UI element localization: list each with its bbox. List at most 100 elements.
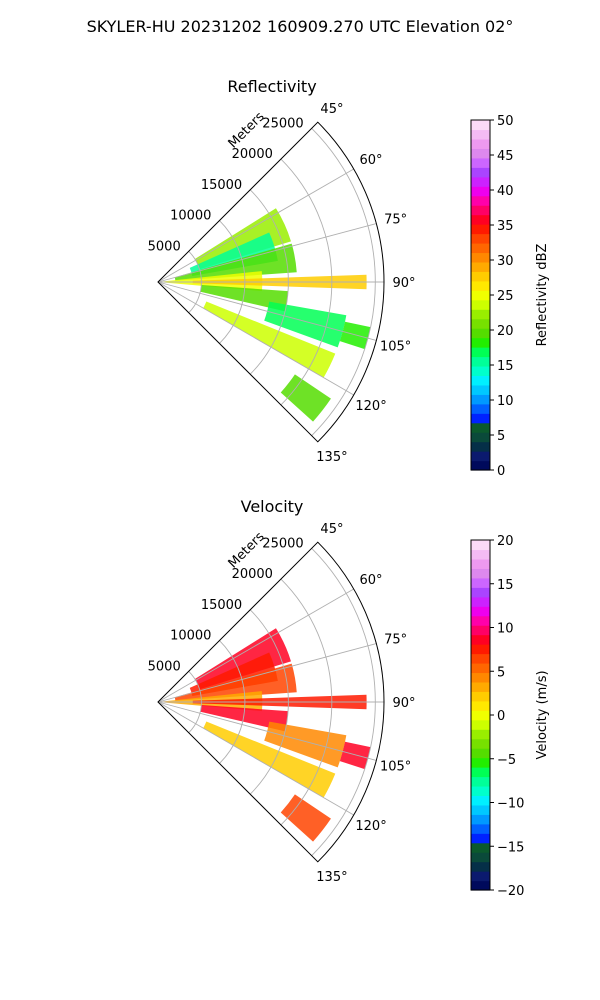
echo-region-8 [280, 374, 331, 422]
colorbar-swatch [471, 394, 490, 405]
azimuth-tick-label: 45° [320, 522, 343, 537]
colorbar-swatch [471, 662, 490, 674]
colorbar-swatch [471, 549, 490, 560]
azimuth-tick-label: 90° [392, 696, 415, 711]
colorbar-swatch [471, 347, 490, 358]
colorbar-tick-label: −20 [497, 884, 524, 899]
colorbar-swatch [471, 700, 490, 711]
colorbar-swatch [471, 148, 490, 159]
azimuth-spoke [157, 588, 354, 703]
colorbar-tick-label: 0 [497, 709, 505, 724]
colorbar-swatch [471, 214, 490, 225]
colorbar-swatch [471, 681, 490, 692]
echo-region-5 [200, 285, 289, 312]
colorbar-swatch [471, 242, 490, 254]
polar-grid [157, 548, 384, 856]
colorbar-swatch [471, 290, 490, 301]
colorbar-swatch [471, 413, 490, 424]
echo-region-0 [194, 628, 291, 690]
echo-region-1 [189, 232, 278, 276]
azimuth-spoke [157, 643, 377, 703]
colorbar-swatch [471, 568, 490, 579]
azimuth-spoke [157, 701, 354, 816]
radar-echoes [162, 628, 371, 842]
colorbar-swatch [471, 577, 490, 588]
colorbar-swatch [471, 710, 490, 721]
colorbar-tick-label: 40 [497, 184, 514, 199]
colorbar-swatch [471, 432, 490, 443]
colorbar-swatch [471, 587, 490, 598]
panel-title: Reflectivity [227, 77, 316, 96]
colorbar-swatch [471, 337, 490, 348]
colorbar-swatch [471, 318, 490, 329]
colorbar-swatch [471, 375, 490, 386]
echo-region-9 [339, 321, 371, 350]
figure-title: SKYLER-HU 20231202 160909.270 UTC Elevat… [87, 17, 514, 36]
range-tick-label: 15000 [201, 178, 242, 193]
colorbar-swatch [471, 356, 490, 367]
colorbar-swatch [471, 767, 490, 778]
colorbar-swatch [471, 451, 490, 462]
colorbar-tick-label: 35 [497, 219, 514, 234]
colorbar-tick-label: 15 [497, 578, 514, 593]
colorbar-tick-label: 5 [497, 429, 505, 444]
azimuth-tick-label: 105° [380, 340, 411, 355]
colorbar-swatch [471, 861, 490, 872]
colorbar-tick-label: 10 [497, 622, 514, 637]
colorbar-swatch [471, 596, 490, 607]
azimuth-tick-label: 105° [380, 760, 411, 775]
colorbar-swatch [471, 785, 490, 797]
colorbar-swatch [471, 880, 490, 891]
colorbar-tick-label: 20 [497, 534, 514, 549]
colorbar-swatch [471, 757, 490, 768]
colorbar-swatch [471, 157, 490, 168]
sector-outline [157, 541, 385, 863]
azimuth-tick-label: 120° [355, 399, 386, 414]
colorbar-swatch [471, 460, 490, 471]
sector-outline [157, 121, 385, 443]
colorbar-swatch [471, 823, 490, 834]
azimuth-spoke [157, 281, 377, 341]
range-tick-label: 5000 [148, 239, 181, 254]
range-tick-label: 20000 [232, 567, 273, 582]
colorbar-swatch [471, 634, 490, 645]
colorbar-swatch [471, 224, 490, 235]
colorbar-tick-label: 10 [497, 394, 514, 409]
azimuth-tick-label: 135° [316, 870, 347, 885]
range-tick-label: 25000 [262, 116, 303, 131]
colorbar-swatch [471, 422, 490, 433]
azimuth-spoke [157, 281, 354, 396]
polar-grid [157, 128, 384, 436]
colorbar-tick-label: 0 [497, 464, 505, 479]
colorbar: −20 −15 −10 −5 0 5 10 15 20 Velocity (m/s) [470, 534, 550, 899]
colorbar-swatch [471, 871, 490, 882]
panel-title: Velocity [241, 497, 304, 516]
colorbar-swatch [471, 644, 490, 655]
colorbar-swatch [471, 719, 490, 730]
colorbar-swatch [471, 403, 490, 414]
echo-region-5 [200, 705, 289, 732]
colorbar-tick-label: 50 [497, 114, 514, 129]
colorbar-tick-label: −5 [497, 753, 516, 768]
colorbar-tick-label: 5 [497, 665, 505, 680]
colorbar-swatch [471, 205, 490, 216]
colorbar-swatch [471, 795, 490, 806]
colorbar-tick-label: −10 [497, 797, 524, 812]
azimuth-spoke [157, 168, 354, 283]
colorbar-label: Reflectivity dBZ [535, 244, 550, 347]
radar-echoes [162, 208, 371, 422]
colorbar-swatch [471, 748, 490, 759]
range-tick-label: 15000 [201, 598, 242, 613]
range-tick-label: 5000 [148, 659, 181, 674]
colorbar-tick-label: 45 [497, 149, 514, 164]
echo-region-9 [339, 741, 371, 770]
colorbar-swatch [471, 729, 490, 740]
colorbar-swatch [471, 441, 490, 452]
echo-region-0 [194, 208, 291, 270]
echo-region-8 [280, 794, 331, 842]
colorbar-swatch [471, 842, 490, 853]
colorbar-swatch [471, 138, 490, 149]
echo-region-1 [189, 652, 278, 696]
azimuth-tick-label: 135° [316, 450, 347, 465]
